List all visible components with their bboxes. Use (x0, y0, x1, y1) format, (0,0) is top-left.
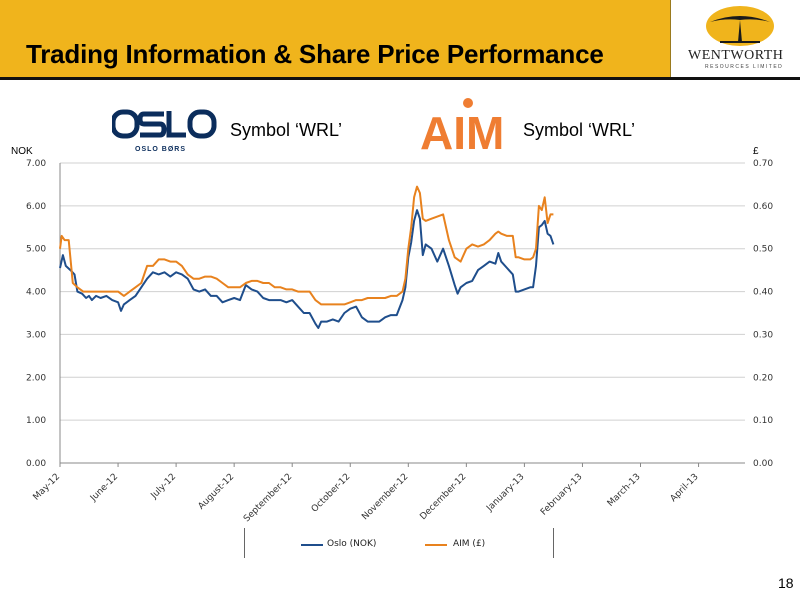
y-right-tick-label: 0.00 (753, 459, 773, 469)
chart-legend: Oslo (NOK) AIM (£) (244, 528, 554, 558)
page-number: 18 (778, 575, 794, 591)
y-right-tick-label: 0.20 (753, 373, 773, 383)
x-tick-label: August-12 (197, 472, 237, 512)
x-tick-label: March-13 (606, 472, 643, 509)
series-line-oslo (59, 209, 555, 329)
x-tick-label: June-12 (88, 472, 120, 504)
x-tick-label: October-12 (310, 472, 353, 515)
oslo-bors-logo (112, 109, 217, 139)
y-left-tick-label: 2.00 (26, 373, 46, 383)
y-left-tick-label: 3.00 (26, 330, 46, 340)
page-title: Trading Information & Share Price Perfor… (26, 39, 604, 69)
x-tick-label: January-13 (484, 472, 526, 514)
aim-symbol-label: Symbol ‘WRL’ (523, 120, 636, 140)
title-bar (0, 0, 671, 77)
y-left-tick-label: 6.00 (26, 202, 46, 212)
y-right-tick-label: 0.70 (753, 159, 773, 169)
series-line-aim (59, 185, 554, 306)
y-left-tick-label: 7.00 (26, 159, 46, 169)
x-tick-label: December-12 (418, 472, 468, 522)
aim-logo: AIM (420, 98, 504, 157)
y-right-tick-label: 0.10 (753, 416, 773, 426)
y-left-tick-label: 4.00 (26, 288, 46, 298)
legend-label-aim: AIM (£) (453, 539, 486, 549)
x-tick-label: April-13 (669, 472, 701, 504)
oslo-symbol-label: Symbol ‘WRL’ (230, 120, 343, 140)
y-right-tick-label: 0.30 (753, 330, 773, 340)
x-tick-label: September-12 (242, 472, 294, 524)
left-axis-unit: NOK (11, 146, 33, 157)
aim-logo-text: AIM (420, 107, 504, 157)
x-tick-label: November-12 (360, 472, 410, 522)
x-tick-label: May-12 (32, 472, 63, 503)
y-right-tick-label: 0.50 (753, 245, 773, 255)
y-left-tick-label: 5.00 (26, 245, 46, 255)
y-right-tick-label: 0.60 (753, 202, 773, 212)
right-axis-unit: £ (753, 146, 759, 157)
title-divider (0, 77, 800, 80)
company-name: WENTWORTH (688, 48, 784, 63)
y-left-tick-label: 1.00 (26, 416, 46, 426)
x-tick-label: February-13 (539, 472, 585, 518)
company-subtitle: RESOURCES LIMITED (705, 64, 784, 70)
legend-swatch-oslo (301, 544, 323, 546)
y-right-tick-label: 0.40 (753, 288, 773, 298)
legend-swatch-aim (425, 544, 447, 546)
company-logo (706, 6, 774, 46)
oslo-bors-logo-text: OSLO BØRS (135, 146, 187, 153)
legend-label-oslo: Oslo (NOK) (327, 539, 377, 549)
y-left-tick-label: 0.00 (26, 459, 46, 469)
x-tick-label: July-12 (149, 472, 179, 502)
